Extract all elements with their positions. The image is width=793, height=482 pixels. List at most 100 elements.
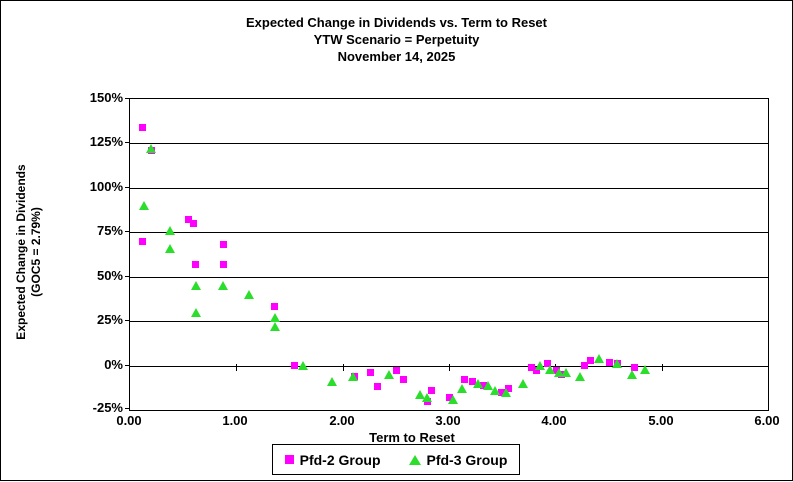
y-tick-mark — [125, 320, 130, 321]
data-point-pfd3 — [348, 371, 359, 381]
x-tick-label-2.00: 2.00 — [329, 413, 355, 428]
x-tick-label-4.00: 4.00 — [541, 413, 567, 428]
data-point-pfd3 — [626, 369, 637, 379]
data-point-pfd3 — [535, 361, 546, 371]
data-point-pfd3 — [244, 289, 255, 299]
data-point-pfd2 — [291, 362, 299, 370]
data-point-pfd3 — [298, 361, 309, 371]
data-point-pfd2 — [428, 386, 436, 394]
x-tick-mark — [449, 364, 450, 371]
data-point-pfd2 — [630, 363, 638, 371]
data-point-pfd3 — [612, 359, 622, 369]
data-point-pfd3 — [483, 380, 494, 390]
data-point-pfd3 — [489, 385, 500, 395]
pfd2-square-icon — [284, 455, 294, 464]
data-point-pfd3 — [421, 393, 432, 403]
y-tick-label-100%: 100% — [89, 179, 123, 194]
y-axis-title-line1: Expected Change in Dividends — [14, 164, 28, 340]
data-point-pfd3 — [448, 394, 459, 404]
data-point-pfd2 — [580, 362, 588, 370]
y-axis-title-line2: (GOC5 = 2.79%) — [29, 207, 43, 297]
data-point-pfd2 — [497, 388, 505, 396]
legend-item-pfd3: Pfd-3 Group — [408, 451, 508, 468]
data-point-pfd3 — [327, 377, 338, 387]
data-point-pfd3 — [269, 321, 280, 331]
chart-title: Expected Change in Dividends vs. Term to… — [245, 15, 547, 30]
y-tick-label-75%: 75% — [96, 223, 123, 238]
x-tick-label-5.00: 5.00 — [648, 413, 674, 428]
y-tick-mark — [125, 98, 130, 99]
gridline-100% — [130, 188, 768, 189]
data-point-pfd3 — [574, 371, 585, 381]
data-point-pfd3 — [165, 243, 176, 253]
legend-label-pfd2: Pfd-2 Group — [299, 451, 381, 468]
y-tick-mark — [125, 142, 130, 143]
data-point-pfd3 — [190, 307, 201, 317]
data-point-pfd2 — [220, 260, 228, 268]
data-point-pfd2 — [184, 216, 192, 224]
x-tick-label-1.00: 1.00 — [222, 413, 248, 428]
data-point-pfd3 — [146, 144, 157, 154]
y-tick-label-125%: 125% — [89, 134, 123, 149]
data-point-pfd2 — [544, 360, 552, 368]
data-point-pfd2 — [461, 376, 469, 384]
legend-item-pfd2: Pfd-2 Group — [284, 451, 381, 468]
data-point-pfd3 — [415, 389, 426, 399]
x-tick-label-6.00: 6.00 — [754, 413, 780, 428]
data-point-pfd2 — [139, 123, 147, 131]
data-point-pfd2 — [139, 237, 147, 245]
y-tick-label-50%: 50% — [96, 268, 123, 283]
data-point-pfd2 — [586, 356, 594, 364]
data-point-pfd3 — [553, 368, 564, 378]
y-tick-label-0%: 0% — [104, 357, 123, 372]
data-point-pfd2 — [399, 376, 407, 384]
gridline-25% — [130, 321, 768, 322]
data-point-pfd2 — [468, 378, 476, 386]
data-point-pfd2 — [192, 260, 200, 268]
legend: Pfd-2 Group Pfd-3 Group — [272, 444, 520, 475]
y-tick-mark — [125, 365, 130, 366]
data-point-pfd2 — [374, 383, 382, 391]
data-point-pfd2 — [532, 367, 540, 375]
gridline-50% — [130, 277, 768, 278]
data-point-pfd2 — [220, 241, 228, 249]
data-point-pfd3 — [560, 368, 571, 378]
data-point-pfd3 — [456, 384, 467, 394]
x-tick-label-0.00: 0.00 — [116, 413, 142, 428]
y-tick-mark — [125, 408, 130, 409]
data-point-pfd2 — [271, 303, 279, 311]
gridline-75% — [130, 232, 768, 233]
x-tick-label-3.00: 3.00 — [435, 413, 461, 428]
y-tick-label--25%: -25% — [92, 400, 123, 415]
data-point-pfd3 — [501, 387, 512, 397]
data-point-pfd3 — [165, 226, 176, 235]
y-tick-mark — [125, 231, 130, 232]
x-tick-mark — [236, 364, 237, 371]
x-axis-title: Term to Reset — [369, 430, 455, 445]
x-tick-mark — [343, 364, 344, 371]
legend-label-pfd3: Pfd-3 Group — [426, 451, 508, 468]
data-point-pfd2 — [606, 358, 614, 366]
data-point-pfd3 — [593, 353, 604, 363]
data-point-pfd3 — [639, 364, 650, 374]
data-point-pfd2 — [190, 219, 198, 227]
y-tick-label-25%: 25% — [96, 312, 123, 327]
gridline-125% — [130, 143, 768, 144]
chart-title-block: Expected Change in Dividends vs. Term to… — [1, 14, 792, 65]
data-point-pfd3 — [545, 364, 556, 374]
y-tick-mark — [125, 276, 130, 277]
data-point-pfd3 — [138, 201, 149, 211]
data-point-pfd3 — [217, 281, 228, 291]
data-point-pfd3 — [384, 369, 395, 379]
plot-area — [129, 98, 769, 411]
data-point-pfd3 — [518, 378, 529, 388]
chart-date: November 14, 2025 — [337, 49, 456, 64]
pfd3-triangle-icon — [408, 454, 421, 465]
data-point-pfd2 — [366, 369, 374, 377]
data-point-pfd3 — [190, 281, 201, 291]
y-tick-label-150%: 150% — [89, 90, 123, 105]
y-axis-title: Expected Change in Dividends (GOC5 = 2.7… — [14, 102, 44, 402]
data-point-pfd2 — [393, 367, 401, 375]
chart-subtitle: YTW Scenario = Perpetuity — [313, 32, 480, 47]
